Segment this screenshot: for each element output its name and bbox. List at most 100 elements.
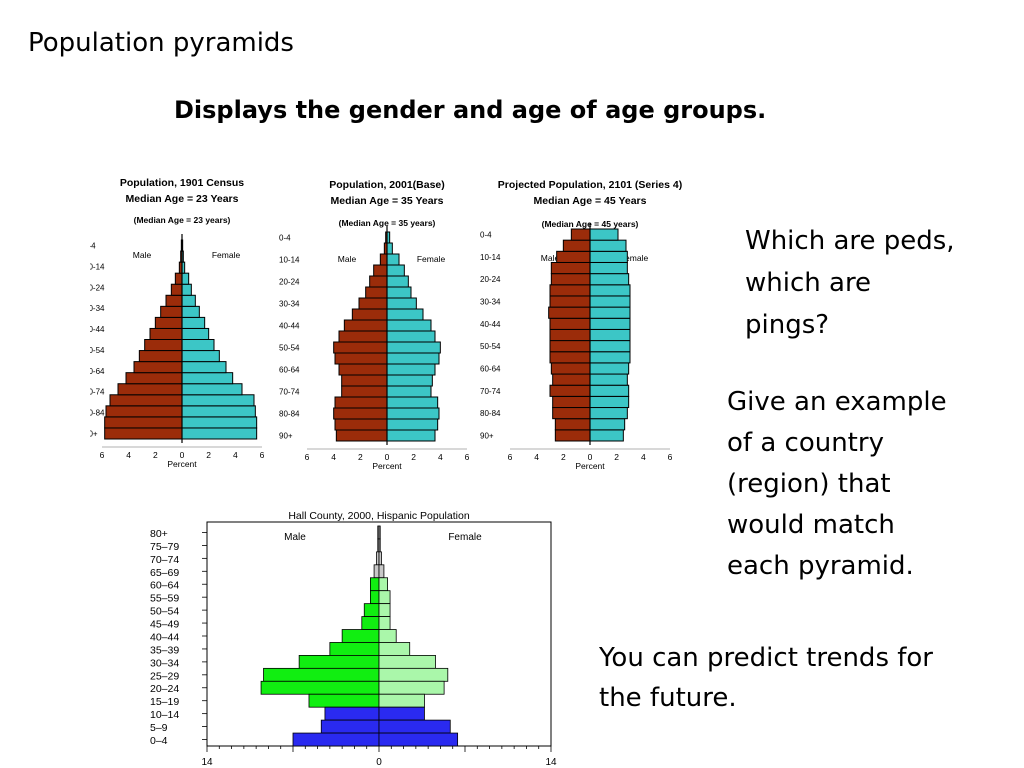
y-tick-label: 65–69	[150, 567, 179, 579]
male-bar	[549, 351, 591, 364]
female-bar	[589, 395, 630, 409]
female-label: Female	[620, 253, 649, 263]
female-bar	[378, 603, 391, 617]
y-tick-label: 40-44	[279, 322, 300, 331]
x-tick-label: 0	[588, 452, 593, 462]
male-bar	[552, 373, 591, 386]
male-bar	[548, 306, 591, 319]
female-bar	[378, 551, 382, 566]
y-tick-label: 20-24	[90, 283, 105, 292]
slide-subtitle: Displays the gender and age of age group…	[174, 96, 767, 124]
x-axis-label: Percent	[575, 461, 605, 471]
female-bar	[386, 275, 409, 288]
y-tick-label: 50–54	[150, 606, 179, 618]
chart-subtitle: Median Age = 23 Years	[126, 193, 239, 205]
male-bar	[338, 330, 388, 343]
y-tick-label: 20-24	[480, 275, 501, 284]
y-tick-label: 0-4	[90, 242, 96, 251]
note-line: each pyramid.	[727, 551, 914, 581]
female-bar	[386, 242, 393, 255]
x-tick-label: 6	[508, 452, 513, 462]
female-bar	[378, 642, 411, 656]
female-bar	[386, 341, 441, 354]
female-bar	[378, 655, 436, 669]
x-tick-label: 2	[358, 452, 363, 462]
male-bar	[324, 706, 380, 721]
y-tick-label: 50-54	[90, 346, 105, 355]
x-tick-label: 2	[206, 450, 211, 460]
male-bar	[105, 405, 183, 418]
male-bar	[552, 395, 591, 409]
male-bar	[138, 350, 183, 363]
female-bar	[386, 352, 440, 365]
male-bar	[552, 407, 591, 420]
female-bar	[589, 261, 628, 275]
female-bar	[386, 286, 412, 299]
female-bar	[386, 253, 400, 266]
y-tick-label: 90+	[480, 431, 494, 440]
female-bar	[378, 719, 451, 734]
male-bar	[379, 253, 388, 266]
male-bar	[369, 590, 380, 605]
male-bar	[104, 416, 183, 429]
note-line: pings?	[745, 310, 830, 340]
chart-title: Projected Population, 2101 (Series 4)	[498, 179, 682, 191]
y-tick-label: 10-14	[90, 262, 105, 271]
x-tick-label: 4	[438, 452, 443, 462]
x-tick-label: 0	[385, 452, 390, 462]
female-bar	[378, 706, 425, 721]
note-line: would match	[727, 510, 895, 540]
male-bar	[334, 352, 388, 365]
male-bar	[549, 317, 591, 330]
chart-title: Population, 1901 Census	[120, 177, 244, 189]
male-bar	[160, 305, 183, 318]
question-example-country: Give an example of a country (region) th…	[727, 382, 947, 587]
female-bar	[378, 616, 391, 630]
female-bar	[378, 732, 459, 747]
question-peds-pings: Which are peds, which are pings?	[745, 220, 955, 346]
female-bar	[181, 283, 192, 296]
y-tick-label: 0–4	[150, 735, 168, 747]
male-bar	[263, 667, 380, 682]
female-bar	[386, 429, 436, 442]
x-tick-label: 6	[668, 452, 673, 462]
pyramid-chart-hall-county: Hall County, 2000, Hispanic Population Ma…	[150, 510, 557, 768]
y-tick-label: 40-44	[480, 320, 501, 329]
y-tick-label: 60–64	[150, 580, 179, 592]
male-bar	[373, 264, 388, 277]
y-tick-label: 35–39	[150, 644, 179, 656]
female-bar	[181, 416, 258, 429]
female-bar	[589, 351, 631, 364]
male-bar	[154, 316, 183, 329]
x-tick-label: 6	[465, 452, 470, 462]
female-bar	[378, 680, 445, 695]
y-tick-label: 40-44	[90, 325, 105, 334]
male-bar	[341, 374, 388, 387]
female-bar	[589, 284, 631, 297]
male-bar	[338, 363, 388, 376]
x-tick-label: 4	[534, 452, 539, 462]
male-bar	[365, 286, 388, 299]
note-line: You can predict trends for	[599, 643, 934, 673]
y-tick-label: 5–9	[150, 722, 168, 734]
y-tick-label: 20-24	[279, 278, 300, 287]
male-bar	[292, 732, 380, 747]
y-tick-label: 70-74	[90, 388, 105, 397]
x-tick-label: 0	[376, 757, 382, 768]
x-tick-label: 0	[180, 450, 185, 460]
male-label: Male	[338, 254, 357, 264]
female-bar	[378, 564, 385, 579]
male-bar	[320, 719, 380, 734]
female-bar	[378, 590, 391, 605]
male-bar	[358, 297, 388, 310]
female-bar	[386, 396, 439, 409]
female-bar	[181, 394, 255, 407]
female-label: Female	[417, 254, 446, 264]
y-tick-label: 80-84	[90, 409, 105, 418]
male-bar	[549, 284, 591, 297]
female-bar	[181, 383, 243, 396]
male-bar	[165, 294, 183, 307]
female-bar	[386, 407, 440, 420]
y-tick-label: 30–34	[150, 657, 179, 669]
male-bar	[133, 361, 183, 374]
